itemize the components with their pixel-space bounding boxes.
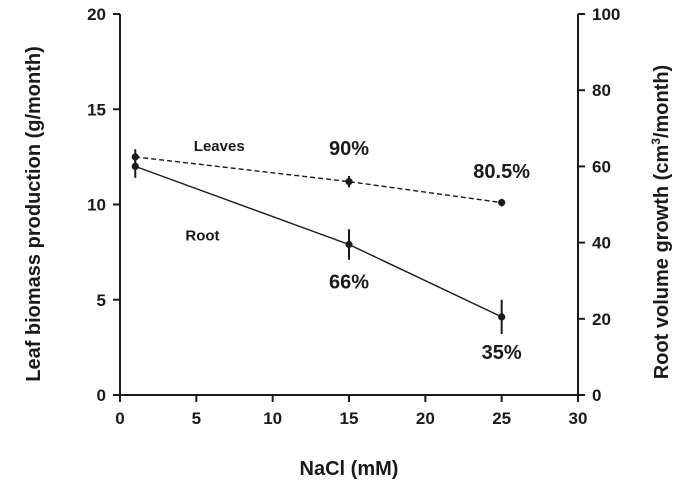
percent-annotation: 90% — [329, 138, 369, 160]
x-tick-label: 0 — [115, 409, 124, 428]
y-right-title-main: Root volume growth (cm — [651, 145, 673, 379]
series-layer: Leaves Root — [131, 138, 506, 335]
percent-annotation: 35% — [482, 342, 522, 364]
series-line-leaves — [135, 156, 502, 204]
y-right-tick-label: 60 — [592, 157, 611, 176]
y-left-tick-label: 15 — [87, 100, 106, 119]
series-root: Root — [131, 154, 506, 335]
y-right-tick-label: 40 — [592, 234, 611, 253]
y-right-tick-label: 80 — [592, 81, 611, 100]
annotation-layer: 90% 80.5% 66% 35% — [329, 138, 530, 364]
x-tick-label: 10 — [263, 409, 282, 428]
y-left-tick-label: 10 — [87, 196, 106, 215]
y-left-axis-title: Leaf biomass production (g/month) — [23, 46, 45, 382]
y-right-tick-label: 0 — [592, 386, 601, 405]
series-leaves: Leaves — [131, 138, 506, 207]
x-tick-label: 25 — [492, 409, 511, 428]
y-right-tick-label: 100 — [592, 5, 620, 24]
data-point — [498, 198, 506, 207]
y-right-title-sup: 3 — [649, 138, 663, 145]
x-tick-label: 5 — [192, 409, 201, 428]
data-point — [131, 162, 139, 170]
data-point — [345, 178, 353, 186]
y-left-tick-label: 20 — [87, 5, 106, 24]
percent-annotation: 80.5% — [473, 161, 530, 183]
series-label-root: Root — [185, 228, 219, 245]
data-point — [345, 240, 353, 249]
percent-annotation: 66% — [329, 271, 369, 293]
x-axis-title: NaCl (mM) — [300, 458, 399, 480]
x-tick-label: 30 — [569, 409, 588, 428]
x-axis-ticks: 0 5 10 15 20 25 30 — [115, 395, 587, 428]
data-point — [498, 313, 506, 321]
y-right-title-tail: /month) — [651, 65, 673, 138]
y-left-tick-label: 5 — [97, 291, 106, 310]
plot-frame — [119, 14, 579, 396]
y-right-tick-label: 20 — [592, 310, 611, 329]
y-right-axis-ticks: 0 20 40 60 80 100 — [578, 5, 620, 405]
y-left-axis-ticks: 0 5 10 15 20 — [87, 5, 120, 405]
y-left-tick-label: 0 — [97, 386, 106, 405]
x-tick-label: 15 — [340, 409, 359, 428]
x-tick-label: 20 — [416, 409, 435, 428]
series-label-leaves: Leaves — [194, 138, 245, 155]
y-right-axis-title: Root volume growth (cm3/month) — [649, 65, 673, 379]
